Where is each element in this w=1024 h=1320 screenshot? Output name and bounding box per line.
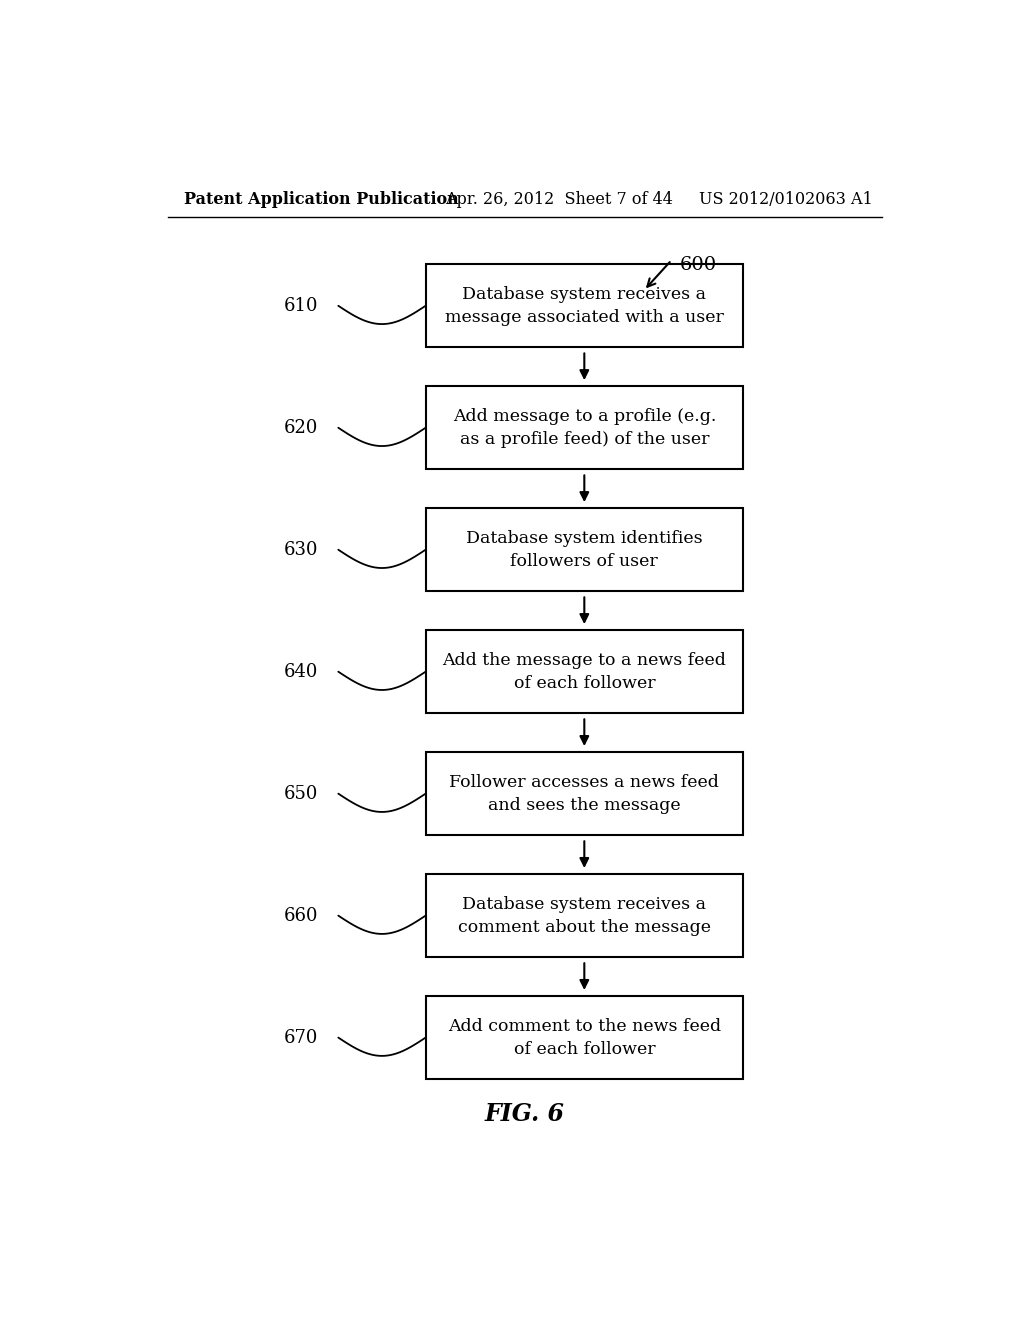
Text: Database system receives a
message associated with a user: Database system receives a message assoc… [444,286,724,326]
Text: 660: 660 [284,907,318,924]
Text: Patent Application Publication: Patent Application Publication [183,190,459,207]
FancyBboxPatch shape [426,995,743,1080]
Text: Database system receives a
comment about the message: Database system receives a comment about… [458,896,711,936]
Text: US 2012/0102063 A1: US 2012/0102063 A1 [699,190,873,207]
Text: 600: 600 [680,256,717,275]
Text: 630: 630 [284,541,318,558]
Text: 620: 620 [284,418,318,437]
FancyBboxPatch shape [426,630,743,713]
FancyBboxPatch shape [426,752,743,836]
Text: Add message to a profile (e.g.
as a profile feed) of the user: Add message to a profile (e.g. as a prof… [453,408,716,447]
Text: Add the message to a news feed
of each follower: Add the message to a news feed of each f… [442,652,726,692]
Text: FIG. 6: FIG. 6 [484,1102,565,1126]
Text: 640: 640 [284,663,318,681]
Text: Database system identifies
followers of user: Database system identifies followers of … [466,529,702,570]
FancyBboxPatch shape [426,874,743,957]
Text: Apr. 26, 2012  Sheet 7 of 44: Apr. 26, 2012 Sheet 7 of 44 [445,190,674,207]
Text: 670: 670 [284,1028,318,1047]
Text: Follower accesses a news feed
and sees the message: Follower accesses a news feed and sees t… [450,774,719,813]
Text: Add comment to the news feed
of each follower: Add comment to the news feed of each fol… [447,1018,721,1057]
FancyBboxPatch shape [426,264,743,347]
FancyBboxPatch shape [426,508,743,591]
FancyBboxPatch shape [426,385,743,470]
Text: 610: 610 [284,297,318,314]
Text: 650: 650 [284,784,318,803]
